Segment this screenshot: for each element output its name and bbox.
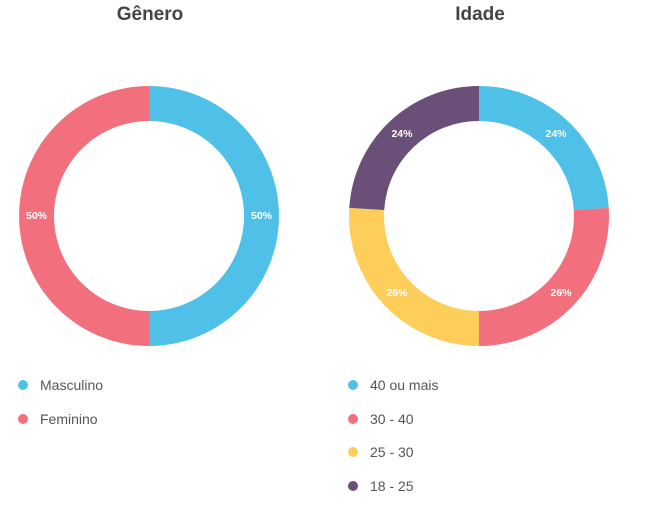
legend-label: Masculino — [40, 377, 104, 393]
data-label-feminino: 50% — [26, 210, 48, 222]
slice-masculino — [149, 86, 279, 346]
legend-label: 40 ou mais — [370, 377, 439, 393]
legend-swatch — [348, 447, 358, 457]
legend-item-40-ou-mais: 40 ou mais — [348, 374, 438, 396]
legend-item-25-30: 25 - 30 — [348, 441, 438, 463]
legend-swatch — [348, 380, 358, 390]
data-label-40-ou-mais: 24% — [546, 128, 568, 140]
slice-25-30 — [349, 207, 479, 346]
data-label-masculino: 50% — [251, 210, 273, 222]
legend-swatch — [348, 413, 358, 424]
legend-label: 25 - 30 — [370, 444, 414, 460]
legend-item-30-40: 30 - 40 — [348, 408, 438, 430]
legend-label: 30 - 40 — [370, 410, 414, 427]
slice-feminino — [19, 86, 149, 346]
data-label-25-30: 26% — [386, 287, 408, 299]
data-label-18-25: 24% — [391, 128, 413, 140]
idade-chart: Idade 24% 26% 26% 24% 40 ou mais 30 - 40 25 -… — [330, 0, 646, 496]
legend-item-masculino: Masculino — [18, 374, 103, 396]
legend-swatch — [348, 480, 358, 491]
genero-chart: Gênero 50% 50% Masculino Feminino — [0, 0, 300, 496]
donut-chart: 24% 26% 26% 24% — [349, 86, 609, 346]
chart-title: Idade — [455, 4, 505, 25]
legend-swatch — [18, 413, 28, 424]
legend-label: 18 - 25 — [370, 477, 414, 494]
data-label-30-40: 26% — [551, 287, 573, 299]
legend-item-feminino: Feminino — [18, 408, 103, 430]
donut-chart: 50% 50% — [19, 86, 279, 346]
slice-40-ou-mais — [479, 86, 609, 211]
legend-label: Feminino — [40, 410, 98, 427]
legend-swatch — [18, 380, 28, 390]
legend-item-18-25: 18 - 25 — [348, 475, 438, 497]
slice-30-40 — [479, 207, 609, 346]
chart-title: Gênero — [116, 4, 184, 25]
legend: Masculino Feminino — [18, 374, 103, 441]
legend: 40 ou mais 30 - 40 25 - 30 18 - 25 — [348, 374, 438, 508]
slice-18-25 — [349, 86, 479, 211]
